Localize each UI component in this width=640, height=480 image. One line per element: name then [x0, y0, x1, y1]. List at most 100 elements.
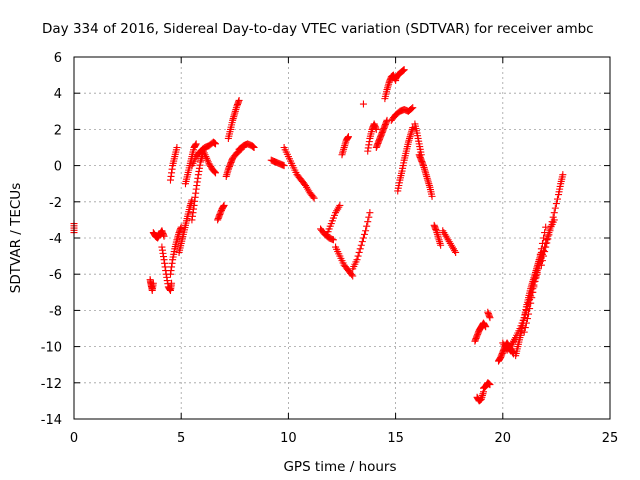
data-point — [355, 248, 363, 256]
series-s21 — [338, 133, 352, 159]
y-tick-label: 4 — [54, 87, 62, 102]
data-point — [528, 294, 536, 302]
data-point — [348, 271, 356, 279]
series-s17 — [280, 144, 318, 202]
series-s09 — [188, 151, 207, 224]
series-s07 — [175, 196, 196, 256]
y-tick-label: -12 — [41, 377, 62, 392]
data-point — [168, 279, 176, 287]
series-s34 — [471, 319, 490, 345]
data-point — [309, 193, 317, 201]
series-s04 — [158, 243, 176, 294]
x-tick-label: 15 — [387, 431, 404, 446]
series-s27 — [392, 66, 408, 83]
series-s05 — [166, 223, 185, 278]
data-point — [437, 241, 445, 249]
data-point — [533, 268, 541, 276]
data-point — [349, 272, 357, 280]
data-point — [363, 222, 371, 230]
data-point — [211, 168, 219, 176]
x-tick-label: 0 — [70, 431, 78, 446]
data-point — [160, 232, 168, 240]
series-s02 — [146, 276, 157, 294]
data-point — [548, 218, 556, 226]
data-point — [540, 252, 548, 260]
series-s11 — [199, 145, 220, 177]
series-s29 — [394, 124, 417, 195]
data-point — [358, 238, 366, 246]
x-axis-label: GPS time / hours — [283, 459, 396, 475]
data-point — [549, 213, 557, 221]
data-point — [538, 257, 546, 265]
series-s15 — [235, 140, 258, 153]
series-s19 — [323, 201, 344, 238]
series-s06 — [166, 144, 181, 184]
data-point — [541, 248, 549, 256]
data-point — [408, 105, 416, 113]
data-point — [550, 209, 558, 217]
data-point — [529, 288, 537, 296]
data-point — [359, 234, 367, 242]
data-point — [559, 171, 567, 179]
data-point — [366, 209, 374, 217]
y-tick-label: 2 — [54, 123, 62, 138]
data-point — [542, 243, 550, 251]
series-s03 — [149, 227, 168, 242]
series-s32 — [430, 221, 445, 249]
data-point — [428, 192, 436, 200]
data-point — [173, 144, 181, 151]
y-tick-label: -10 — [41, 341, 62, 356]
data-point — [344, 133, 352, 141]
data-point — [521, 324, 529, 332]
y-tick-label: -8 — [49, 304, 62, 319]
data-point — [365, 213, 373, 221]
y-tick-label: -2 — [49, 196, 62, 211]
series-s25 — [372, 116, 391, 151]
y-tick-label: 0 — [54, 160, 62, 175]
data-point — [329, 236, 337, 244]
y-tick-label: 6 — [54, 51, 62, 66]
data-point — [545, 231, 553, 239]
data-point — [357, 241, 365, 249]
chart-title: Day 334 of 2016, Sidereal Day-to-day VTE… — [42, 21, 594, 37]
series-s16 — [267, 156, 288, 170]
series-s14 — [224, 96, 243, 142]
data-point — [220, 201, 228, 209]
x-tick-label: 25 — [602, 431, 619, 446]
data-point — [553, 195, 561, 203]
series-s30 — [411, 120, 425, 159]
data-point — [400, 66, 408, 74]
data-point — [482, 323, 490, 331]
series-s43 — [537, 171, 567, 269]
series-s33 — [439, 227, 460, 256]
data-point — [531, 275, 539, 283]
data-points — [70, 66, 567, 405]
series-s37 — [484, 308, 494, 322]
data-point — [212, 140, 220, 148]
series-s28 — [387, 104, 417, 124]
data-point — [551, 204, 559, 212]
data-point — [250, 144, 258, 151]
data-point — [529, 281, 537, 289]
data-point — [149, 279, 157, 287]
data-point — [372, 125, 380, 133]
y-tick-label: -14 — [41, 413, 62, 428]
data-point — [486, 381, 494, 389]
y-tick-label: -4 — [49, 232, 62, 247]
data-point — [362, 227, 370, 235]
data-point — [525, 310, 533, 318]
series-s23 — [359, 100, 367, 108]
data-point — [534, 265, 542, 273]
x-tick-label: 10 — [280, 431, 297, 446]
series-s12 — [214, 201, 228, 224]
data-point — [356, 245, 364, 253]
data-point — [354, 252, 362, 260]
data-point — [522, 319, 530, 327]
data-point — [353, 256, 361, 264]
data-point — [537, 261, 545, 269]
x-tick-label: 5 — [177, 431, 185, 446]
x-tick-label: 20 — [495, 431, 512, 446]
y-tick-label: -6 — [49, 268, 62, 283]
data-point — [532, 272, 540, 280]
data-point — [552, 200, 560, 208]
